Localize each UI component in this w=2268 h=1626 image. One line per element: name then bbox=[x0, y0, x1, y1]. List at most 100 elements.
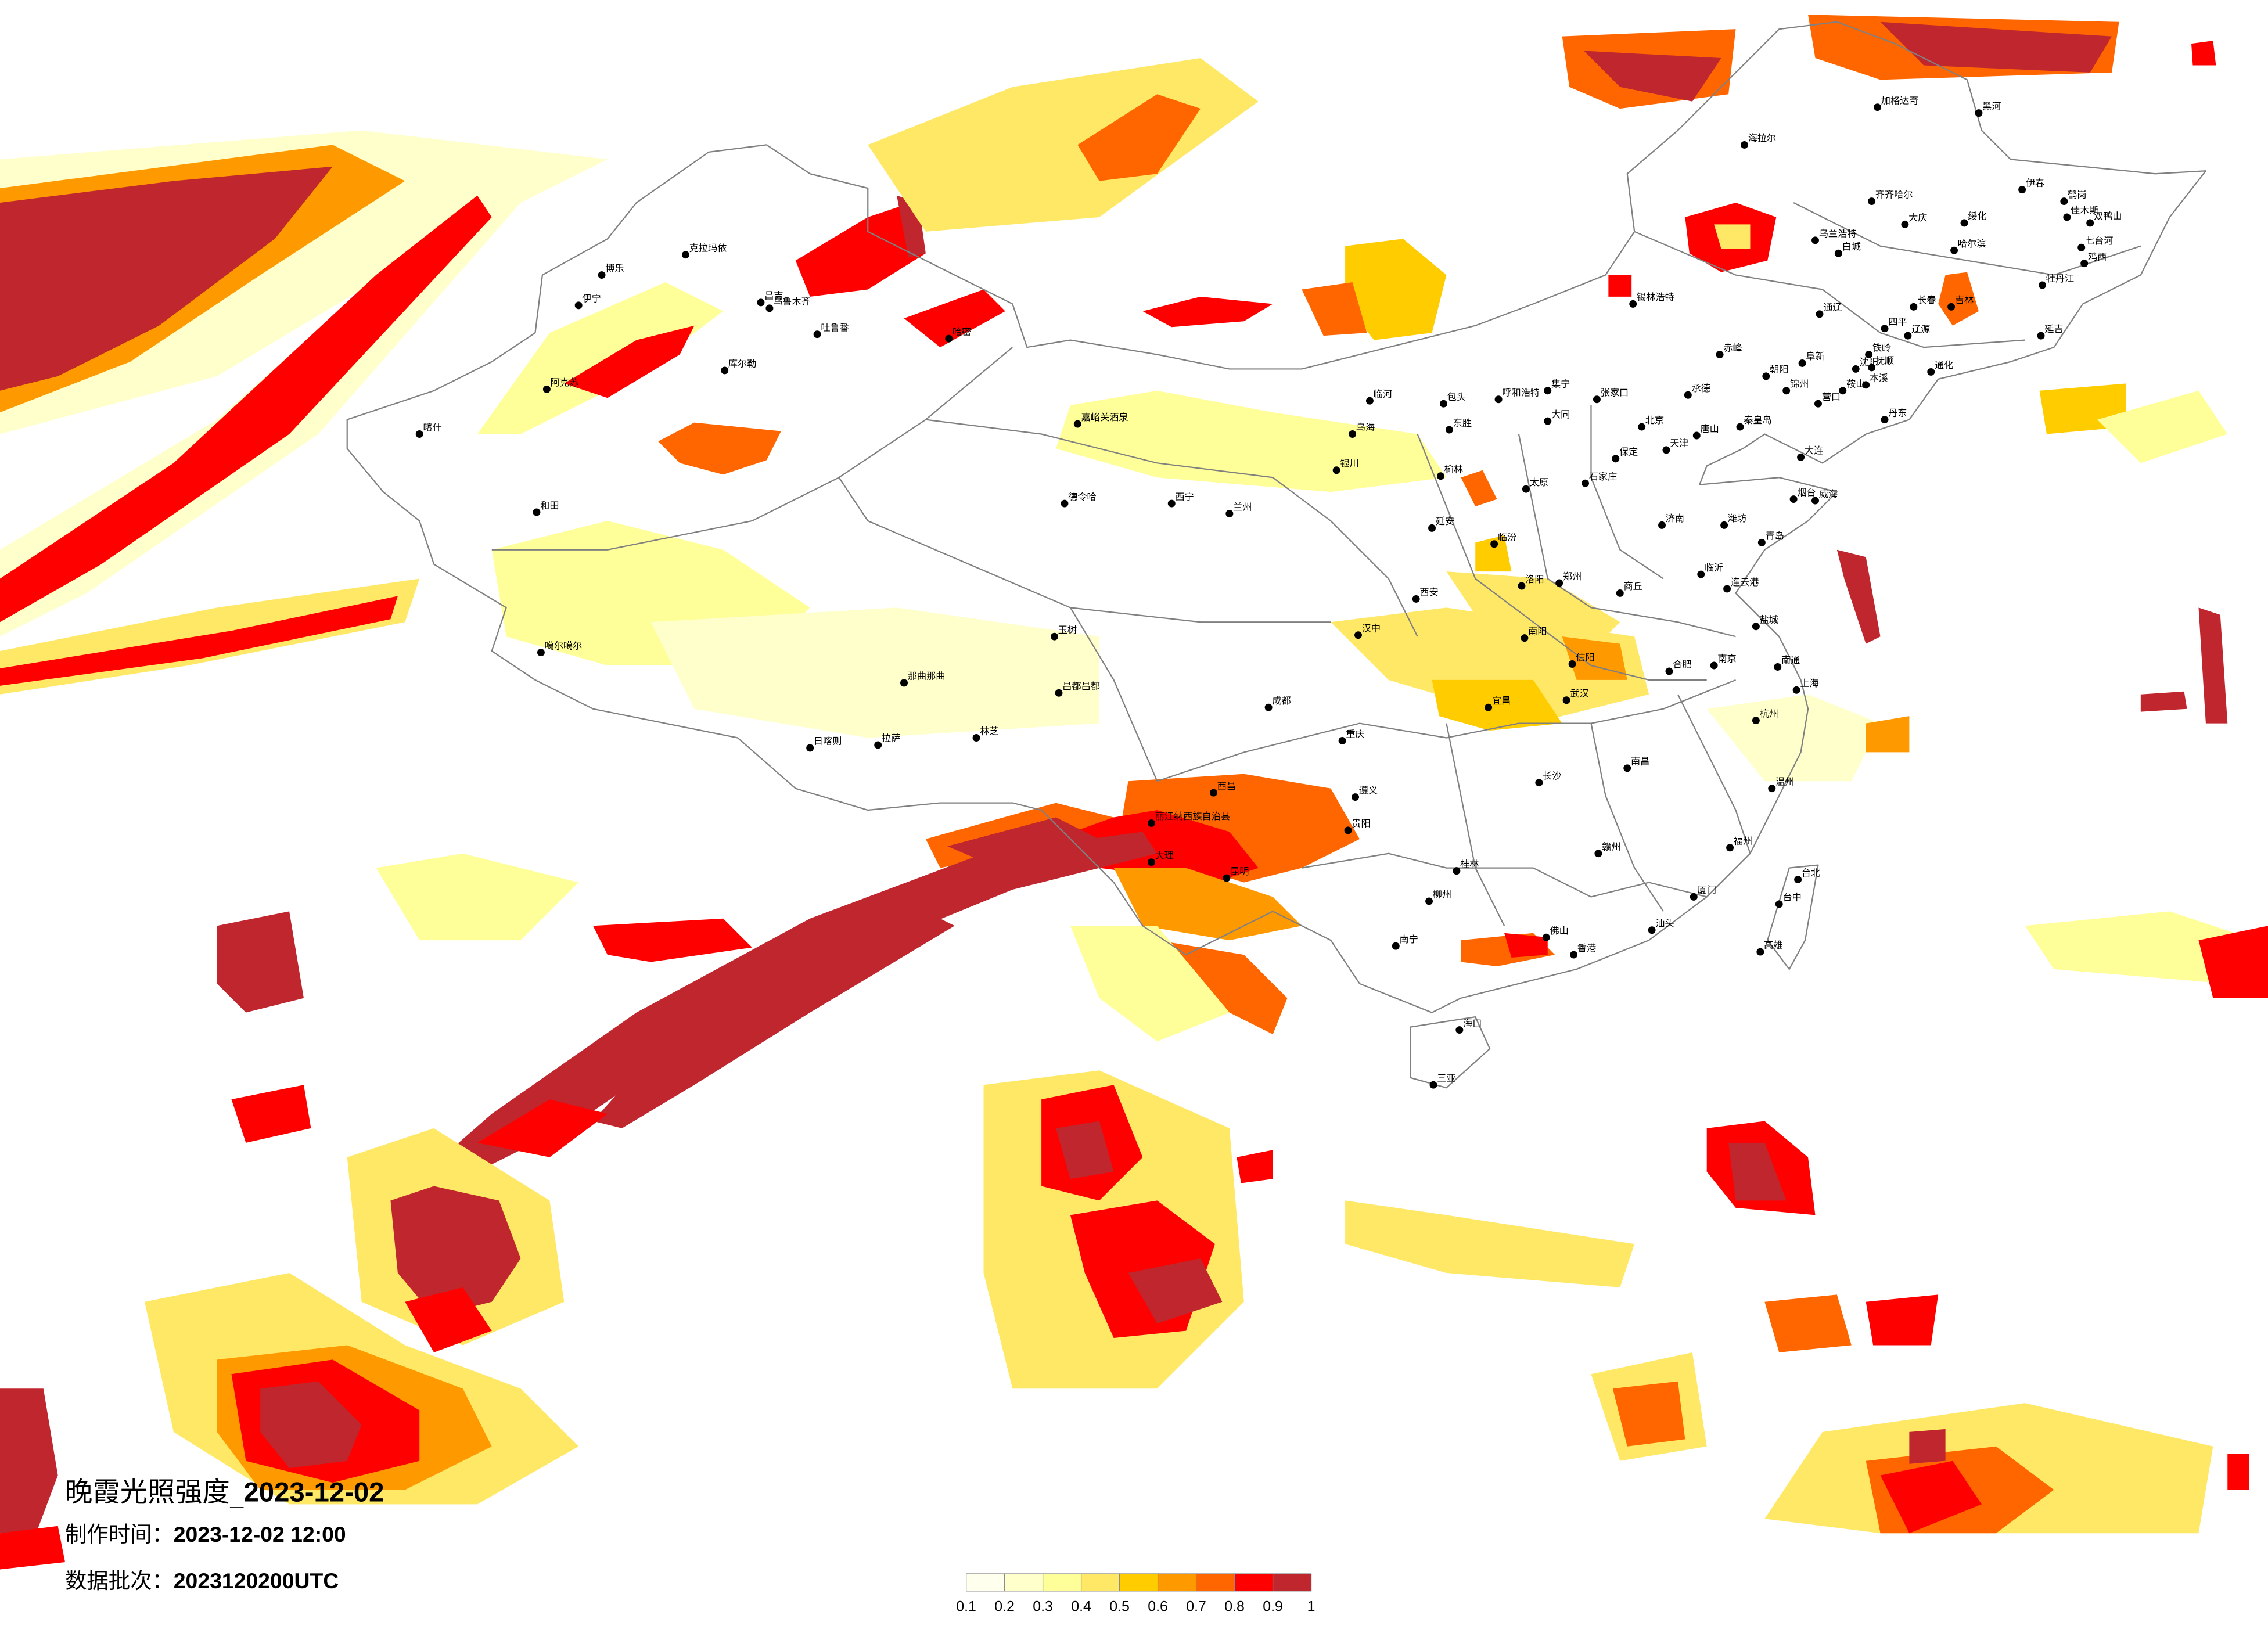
city-dot-icon bbox=[1865, 351, 1873, 359]
province-boundary bbox=[1518, 434, 1736, 638]
city-marker: 贵阳 bbox=[1344, 818, 1371, 834]
city-label: 台北 bbox=[1802, 867, 1820, 878]
city-label: 北京 bbox=[1645, 415, 1664, 426]
city-dot-icon bbox=[1881, 416, 1889, 424]
city-dot-icon bbox=[1736, 423, 1744, 431]
city-label: 朝阳 bbox=[1770, 364, 1788, 375]
city-label: 乌兰浩特 bbox=[1819, 228, 1857, 239]
title-block: 晚霞光照强度_2023-12-02 制作时间：2023-12-02 12:00 … bbox=[65, 1476, 384, 1593]
glow-patch-level-8 bbox=[1836, 549, 1881, 644]
glow-patch-level-1 bbox=[1706, 694, 1881, 782]
city-marker: 台北 bbox=[1794, 867, 1820, 884]
city-marker: 吉林 bbox=[1947, 294, 1974, 311]
city-marker: 福州 bbox=[1726, 836, 1752, 852]
city-label: 南昌 bbox=[1631, 756, 1649, 767]
province-boundary bbox=[1417, 434, 1707, 681]
glow-patch-level-8 bbox=[1909, 1429, 1946, 1464]
made-time-value: 2023-12-02 12:00 bbox=[174, 1522, 346, 1546]
city-label: 南通 bbox=[1781, 654, 1800, 665]
glow-patch-level-5 bbox=[1562, 636, 1627, 680]
city-dot-icon bbox=[1757, 538, 1766, 546]
city-dot-icon bbox=[945, 334, 953, 343]
city-label: 东胜 bbox=[1453, 418, 1472, 429]
city-dot-icon bbox=[1555, 579, 1563, 587]
city-label: 盐城 bbox=[1760, 614, 1778, 625]
city-marker: 喀什 bbox=[415, 422, 442, 438]
city-label: 通辽 bbox=[1823, 302, 1842, 313]
city-dot-icon bbox=[415, 430, 423, 438]
glow-patch-level-4 bbox=[1432, 679, 1562, 731]
city-dot-icon bbox=[1782, 387, 1791, 395]
city-marker: 杭州 bbox=[1752, 708, 1778, 725]
glow-patch-level-7 bbox=[795, 203, 926, 297]
city-label: 伊春 bbox=[2026, 177, 2044, 188]
glow-patch-level-8 bbox=[434, 832, 1158, 1165]
province-boundary bbox=[1677, 694, 1751, 854]
svg-text:制作时间：2023-12-02 12:00: 制作时间：2023-12-02 12:00 bbox=[65, 1521, 346, 1547]
city-marker: 通辽 bbox=[1816, 302, 1842, 318]
city-marker: 上海 bbox=[1792, 678, 1819, 694]
legend-swatch bbox=[1272, 1573, 1312, 1592]
legend-swatch bbox=[1004, 1573, 1044, 1592]
city-marker: 桂林 bbox=[1453, 858, 1479, 875]
city-marker: 南宁 bbox=[1392, 934, 1418, 950]
city-dot-icon bbox=[1797, 453, 1805, 461]
city-marker: 博乐 bbox=[598, 262, 624, 279]
city-marker: 包头 bbox=[1439, 391, 1466, 408]
city-label: 日喀则 bbox=[814, 736, 842, 747]
city-marker: 榆林 bbox=[1436, 464, 1463, 480]
glow-patch-level-7 bbox=[1880, 1460, 1982, 1534]
city-dot-icon bbox=[1485, 703, 1493, 711]
glow-patch-level-8 bbox=[0, 1388, 58, 1534]
city-dot-icon bbox=[1811, 497, 1819, 505]
glow-patch-level-2 bbox=[2025, 911, 2257, 984]
city-marker: 鸡西 bbox=[2080, 251, 2107, 268]
city-label: 福州 bbox=[1734, 836, 1752, 847]
city-marker: 乌兰浩特 bbox=[1811, 228, 1856, 244]
glow-patch-level-8 bbox=[390, 1186, 521, 1316]
city-dot-icon bbox=[1570, 951, 1578, 959]
glow-patch-level-7 bbox=[2191, 41, 2216, 66]
city-dot-icon bbox=[1839, 387, 1847, 395]
city-label: 白城 bbox=[1842, 241, 1861, 252]
city-label: 拉萨 bbox=[882, 733, 900, 744]
city-dot-icon bbox=[2063, 213, 2071, 221]
city-label: 加格达奇 bbox=[1881, 95, 1919, 106]
city-label: 鸡西 bbox=[2088, 251, 2107, 262]
legend-swatch bbox=[1119, 1573, 1159, 1592]
city-label: 伊宁 bbox=[582, 293, 601, 304]
city-dot-icon bbox=[806, 744, 814, 752]
city-marker: 本溪 bbox=[1862, 373, 1888, 389]
city-label: 辽源 bbox=[1911, 323, 1930, 334]
city-dot-icon bbox=[1147, 819, 1155, 827]
city-marker: 噶尔噶尔 bbox=[537, 640, 582, 657]
city-dot-icon bbox=[1544, 387, 1552, 395]
city-dot-icon bbox=[1061, 499, 1069, 508]
city-label: 汉中 bbox=[1362, 623, 1381, 634]
city-marker: 大庆 bbox=[1901, 212, 1927, 228]
glow-patch-level-6 bbox=[1157, 940, 1288, 1035]
city-marker: 白城 bbox=[1834, 241, 1861, 257]
city-label: 牡丹江 bbox=[2046, 273, 2075, 284]
glow-patch-level-7 bbox=[0, 195, 492, 623]
province-boundary bbox=[1590, 723, 1664, 912]
glow-patch-level-1 bbox=[650, 607, 1099, 738]
city-dot-icon bbox=[1814, 400, 1822, 408]
city-marker: 柳州 bbox=[1425, 889, 1451, 905]
city-label: 上海 bbox=[1800, 678, 1818, 689]
map-title-date: 2023-12-02 bbox=[244, 1477, 384, 1508]
city-dot-icon bbox=[1947, 303, 1956, 311]
city-marker: 香港 bbox=[1570, 942, 1596, 959]
made-time-label: 制作时间： bbox=[65, 1521, 174, 1547]
city-dot-icon bbox=[1522, 485, 1530, 493]
legend-tick-label: 0.5 bbox=[1109, 1599, 1130, 1615]
city-dot-icon bbox=[1494, 395, 1503, 404]
city-label: 临汾 bbox=[1498, 532, 1516, 543]
city-dot-icon bbox=[1638, 423, 1646, 431]
city-label: 抚顺 bbox=[1875, 355, 1894, 366]
city-marker: 遵义 bbox=[1352, 785, 1378, 801]
city-label: 海口 bbox=[1463, 1017, 1482, 1028]
city-dot-icon bbox=[1927, 368, 1935, 376]
city-dot-icon bbox=[1535, 779, 1543, 787]
boundary-layer bbox=[346, 21, 2207, 1089]
